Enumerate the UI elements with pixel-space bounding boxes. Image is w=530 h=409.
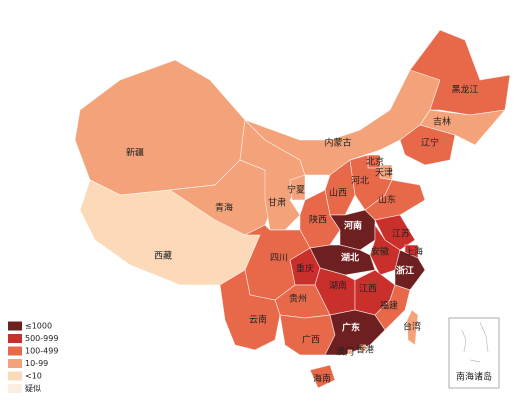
- province-label: 福建: [380, 300, 398, 312]
- province: [399, 124, 456, 166]
- province: [347, 349, 353, 355]
- province-label: 湖北: [341, 252, 359, 264]
- province-label: 山西: [329, 188, 347, 199]
- province-label: 黑龙江: [451, 84, 478, 96]
- province-label: 云南: [249, 314, 267, 326]
- province-label: 吉林: [433, 116, 451, 128]
- province-label: 宁夏: [287, 184, 305, 196]
- province-label: 安徽: [371, 246, 389, 258]
- legend-swatch: [8, 334, 22, 343]
- legend: ≤1000 500-999 100-499 10-99 <10 疑似: [8, 321, 58, 393]
- province-label: 甘肃: [268, 197, 286, 209]
- province-label: 浙江: [396, 265, 414, 277]
- province-label: 四川: [270, 254, 288, 264]
- province-label: 河南: [344, 220, 362, 232]
- province: [74, 59, 246, 196]
- province-label: 陕西: [309, 214, 327, 226]
- legend-label: 疑似: [25, 383, 41, 393]
- province-label: 贵州: [289, 293, 307, 305]
- province-label: 辽宁: [421, 137, 439, 149]
- legend-swatch: [8, 371, 22, 381]
- province-label: 新疆: [126, 147, 144, 159]
- inset-label: 南海诸岛: [456, 371, 492, 383]
- province: [324, 309, 386, 356]
- province-label: 上海: [405, 246, 423, 258]
- legend-swatch: [8, 346, 22, 356]
- legend-label: 100-499: [25, 347, 58, 356]
- province: [219, 269, 281, 351]
- legend-swatch: [8, 384, 22, 393]
- province: [369, 223, 401, 276]
- province-label: 内蒙古: [324, 137, 351, 149]
- legend-label: <10: [25, 372, 42, 381]
- province-label: 河北: [351, 175, 369, 187]
- province-label: 山东: [378, 194, 396, 206]
- province-label: 澳门: [336, 346, 354, 358]
- province-label: 广东: [342, 322, 360, 334]
- province: [359, 344, 367, 352]
- province: [309, 364, 336, 389]
- inset-box: [448, 317, 500, 389]
- regions: [74, 29, 511, 389]
- province-label: 广西: [302, 334, 320, 346]
- legend-swatch: [8, 359, 22, 368]
- province-label: 西藏: [154, 250, 172, 262]
- legend-label: 500-999: [25, 334, 58, 343]
- province: [406, 309, 419, 346]
- province-label: 天津: [375, 168, 393, 179]
- province-label: 青海: [215, 202, 233, 214]
- legend-label: ≤1000: [25, 322, 52, 331]
- province-label: 江西: [359, 284, 377, 295]
- legend-swatch: [8, 321, 22, 331]
- legend-label: 10-99: [25, 359, 48, 368]
- province-label: 湖南: [329, 280, 347, 292]
- province-label: 台湾: [403, 321, 421, 333]
- province-label: 重庆: [296, 263, 314, 275]
- province-label: 北京: [366, 156, 384, 168]
- province-label: 香港: [356, 344, 374, 356]
- province-label: 海南: [313, 373, 331, 385]
- province-label: 江苏: [392, 228, 410, 240]
- inset-islands: [461, 321, 489, 363]
